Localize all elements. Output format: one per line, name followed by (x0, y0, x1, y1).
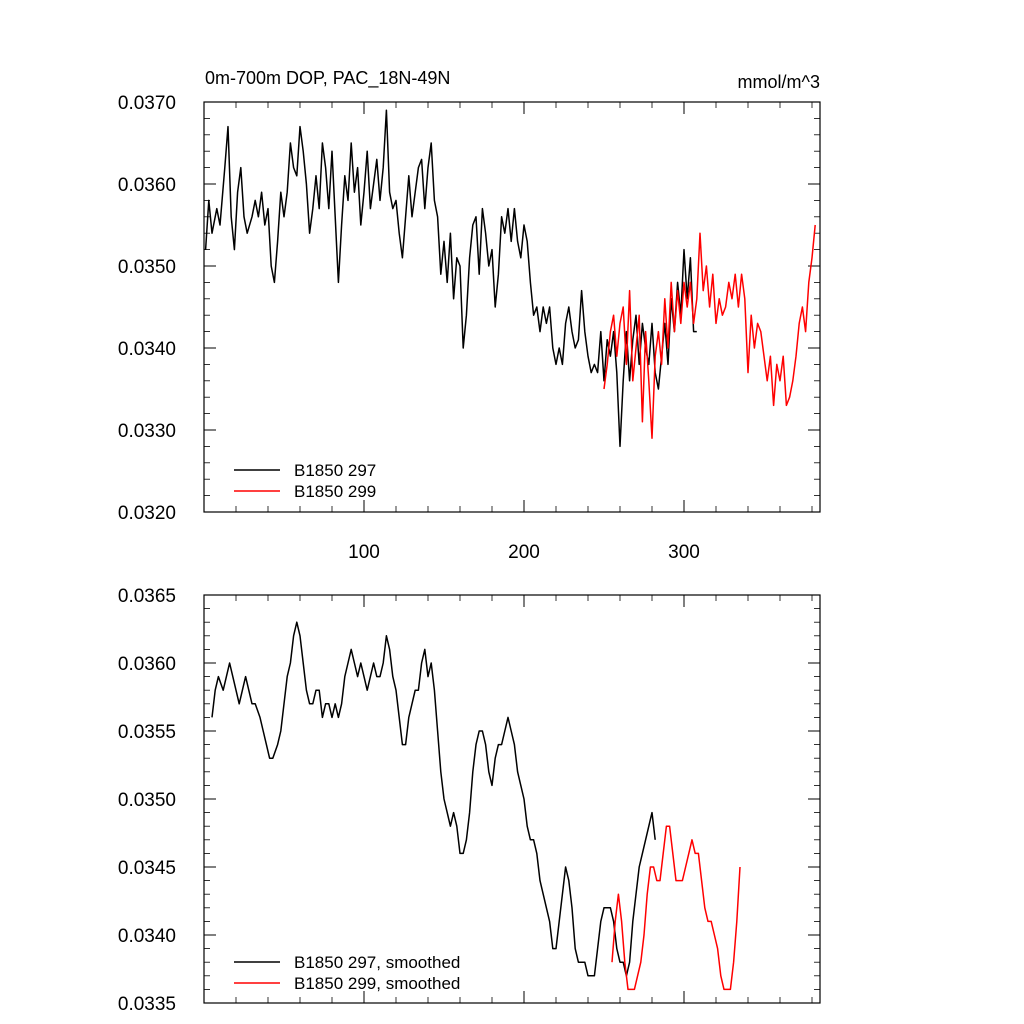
bottom-plot-frame (203, 594, 821, 1004)
top-ytick-label: 0.0320 (118, 503, 176, 524)
top-legend: B1850 297 B1850 299 (234, 461, 376, 501)
top-xtick-label: 200 (508, 542, 540, 563)
bottom-series-lines (211, 621, 741, 991)
legend-label-b1850-299-smoothed: B1850 299, smoothed (294, 974, 460, 993)
top-chart-units: mmol/m^3 (738, 72, 820, 92)
legend-label-b1850-297-smoothed: B1850 297, smoothed (294, 953, 460, 972)
legend-label-b1850-299: B1850 299 (294, 482, 376, 501)
top-ytick-label: 0.0350 (118, 257, 176, 278)
bottom-ytick-label: 0.0340 (118, 926, 176, 947)
bottom-ytick-label: 0.0335 (118, 994, 176, 1015)
series-line-b1850-297-smoothed (211, 621, 656, 977)
bottom-panel: 0.0335 0.0340 0.0345 0.0350 0.0355 0.0360 0.03… (118, 586, 821, 1015)
top-ytick-label: 0.0360 (118, 175, 176, 196)
top-chart-title: 0m-700m DOP, PAC_18N-49N (205, 68, 450, 89)
bottom-ticks: 0.0335 0.0340 0.0345 0.0350 0.0355 0.0360 0.03… (118, 586, 820, 1015)
bottom-ytick-label: 0.0365 (118, 586, 176, 607)
top-ytick-label: 0.0340 (118, 339, 176, 360)
top-ticks: 0.0320 0.0330 0.0340 0.0350 0.0360 0.0370 100 2… (118, 93, 820, 563)
series-line-b1850-299 (603, 224, 816, 439)
legend-label-b1850-297: B1850 297 (294, 461, 376, 480)
bottom-ytick-label: 0.0360 (118, 654, 176, 675)
bottom-ytick-label: 0.0355 (118, 722, 176, 743)
series-line-b1850-297 (204, 109, 697, 448)
top-xtick-label: 300 (668, 542, 700, 563)
bottom-legend: B1850 297, smoothed B1850 299, smoothed (234, 953, 460, 993)
top-plot-frame (203, 101, 821, 513)
bottom-ytick-label: 0.0345 (118, 858, 176, 879)
bottom-ytick-label: 0.0350 (118, 790, 176, 811)
top-xtick-label: 100 (348, 542, 380, 563)
top-series-lines (204, 109, 816, 448)
top-ytick-label: 0.0370 (118, 93, 176, 114)
top-panel: 0m-700m DOP, PAC_18N-49N mmol/m^3 0.0320… (118, 68, 821, 563)
top-ytick-label: 0.0330 (118, 421, 176, 442)
series-line-b1850-299-smoothed (611, 825, 741, 991)
